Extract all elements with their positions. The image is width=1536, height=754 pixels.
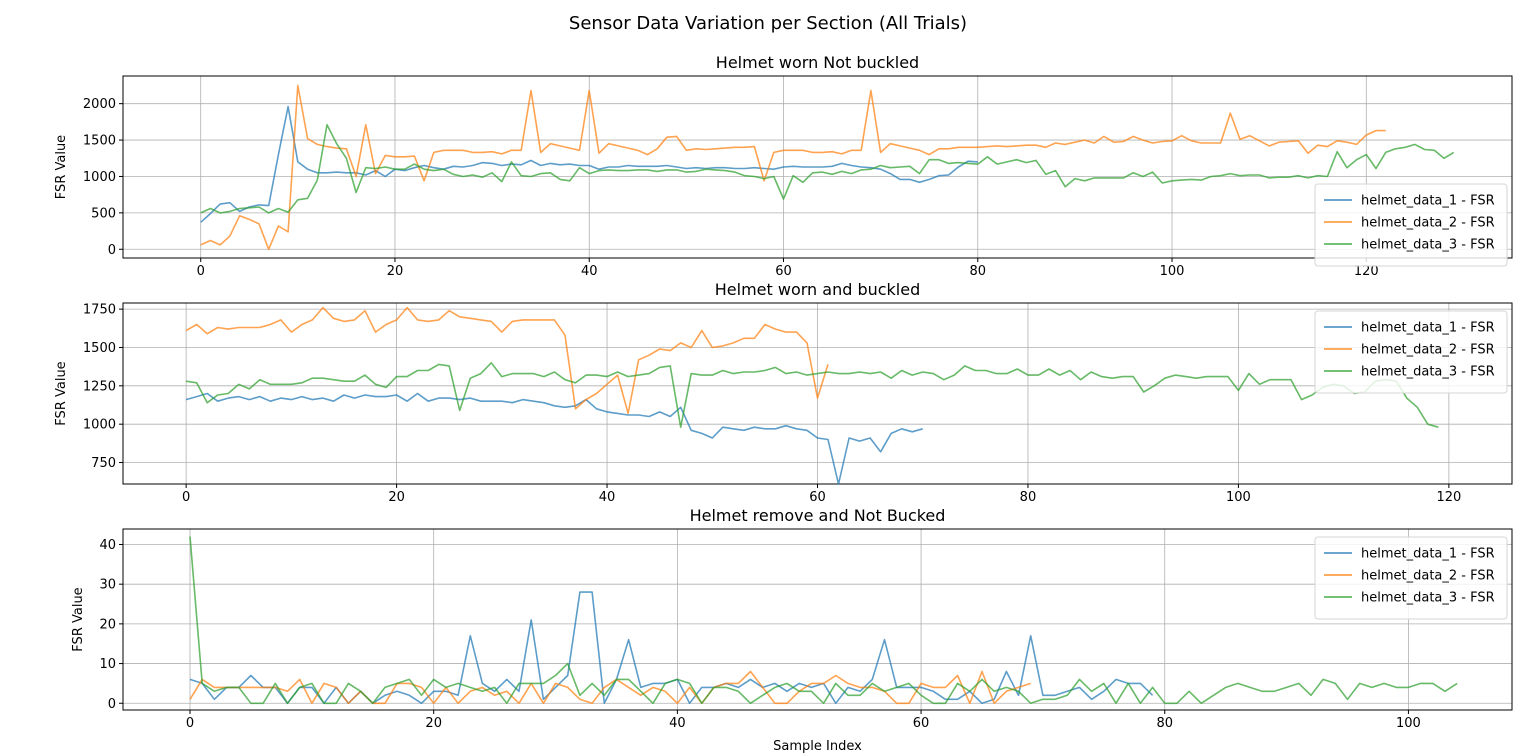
- legend-box: [1314, 310, 1508, 394]
- panel-title: Helmet worn Not buckled: [716, 53, 919, 72]
- y-tick-label: 1250: [83, 379, 116, 394]
- series-line-2: [200, 84, 1386, 251]
- y-axis-label: FSR Value: [54, 361, 69, 425]
- series-line-1: [185, 392, 923, 485]
- y-tick-label: 1750: [83, 303, 116, 318]
- x-axis-label: Sample Index: [773, 739, 862, 754]
- y-tick-label: 500: [91, 206, 116, 221]
- x-tick-label: 60: [913, 716, 930, 731]
- y-tick-label: 40: [99, 538, 116, 553]
- y-axis-label: FSR Value: [71, 587, 86, 651]
- x-tick-label: 20: [388, 490, 405, 505]
- series-line-2: [185, 306, 829, 415]
- y-tick-label: 1000: [83, 170, 116, 185]
- x-tick-label: 40: [581, 264, 598, 279]
- x-tick-label: 20: [425, 716, 442, 731]
- panel-title: Helmet worn and buckled: [715, 280, 921, 299]
- x-tick-label: 0: [186, 716, 194, 731]
- x-tick-label: 0: [197, 264, 205, 279]
- legend-label: helmet_data_3 - FSR: [1361, 238, 1495, 253]
- legend: helmet_data_1 - FSR helmet_data_2 - FSR he…: [1314, 183, 1508, 267]
- series-line-3: [185, 361, 1439, 429]
- x-tick-label: 100: [1226, 490, 1251, 505]
- legend: helmet_data_1 - FSR helmet_data_2 - FSR he…: [1314, 536, 1508, 620]
- legend-box: [1314, 536, 1508, 620]
- series-line-3: [189, 536, 1458, 705]
- figure-title: Sensor Data Variation per Section (All T…: [569, 13, 967, 34]
- y-tick-label: 1500: [83, 134, 116, 149]
- plot-frame: [122, 528, 1513, 711]
- series-line-3: [200, 124, 1455, 214]
- x-tick-label: 40: [669, 716, 686, 731]
- legend-label: helmet_data_3 - FSR: [1361, 365, 1495, 380]
- y-tick-label: 750: [91, 456, 116, 471]
- y-tick-label: 1000: [83, 418, 116, 433]
- legend-label: helmet_data_1 - FSR: [1361, 547, 1495, 562]
- x-tick-label: 0: [182, 490, 190, 505]
- chart-panel-3: 0 20 40 60 80 100 0 10 20 30 40 Helmet remove and N…: [71, 506, 1513, 754]
- y-tick-label: 0: [108, 243, 116, 258]
- x-tick-label: 60: [775, 264, 792, 279]
- y-tick-label: 20: [99, 617, 116, 632]
- legend-label: helmet_data_1 - FSR: [1361, 194, 1495, 209]
- chart-panel-1: 0 20 40 60 80 100 120 0 500 1000 1500 2000 Helmet wo…: [54, 53, 1513, 279]
- x-tick-label: 20: [387, 264, 404, 279]
- series-line-1: [200, 105, 978, 223]
- panel-title: Helmet remove and Not Bucked: [690, 506, 946, 525]
- x-tick-label: 40: [599, 490, 616, 505]
- legend: helmet_data_1 - FSR helmet_data_2 - FSR he…: [1314, 310, 1508, 394]
- legend-label: helmet_data_3 - FSR: [1361, 591, 1495, 606]
- y-tick-label: 30: [99, 578, 116, 593]
- x-tick-label: 80: [1156, 716, 1173, 731]
- y-tick-label: 2000: [83, 97, 116, 112]
- legend-label: helmet_data_2 - FSR: [1361, 343, 1495, 358]
- legend-label: helmet_data_2 - FSR: [1361, 216, 1495, 231]
- x-tick-label: 80: [969, 264, 986, 279]
- x-tick-label: 80: [1020, 490, 1037, 505]
- y-tick-label: 0: [108, 697, 116, 712]
- x-tick-label: 100: [1160, 264, 1185, 279]
- x-tick-label: 60: [809, 490, 826, 505]
- legend-box: [1314, 183, 1508, 267]
- y-axis-label: FSR Value: [54, 135, 69, 199]
- x-tick-label: 120: [1354, 264, 1379, 279]
- x-tick-label: 120: [1436, 490, 1461, 505]
- x-tick-label: 100: [1396, 716, 1421, 731]
- plot-frame: [122, 75, 1513, 259]
- y-tick-label: 10: [99, 657, 116, 672]
- y-tick-label: 1500: [83, 341, 116, 356]
- series-line-2: [189, 670, 1031, 705]
- legend-label: helmet_data_1 - FSR: [1361, 321, 1495, 336]
- legend-label: helmet_data_2 - FSR: [1361, 569, 1495, 584]
- chart-panel-2: 0 20 40 60 80 100 120 750 1000 1250 1500 1750 Helmet…: [54, 280, 1513, 505]
